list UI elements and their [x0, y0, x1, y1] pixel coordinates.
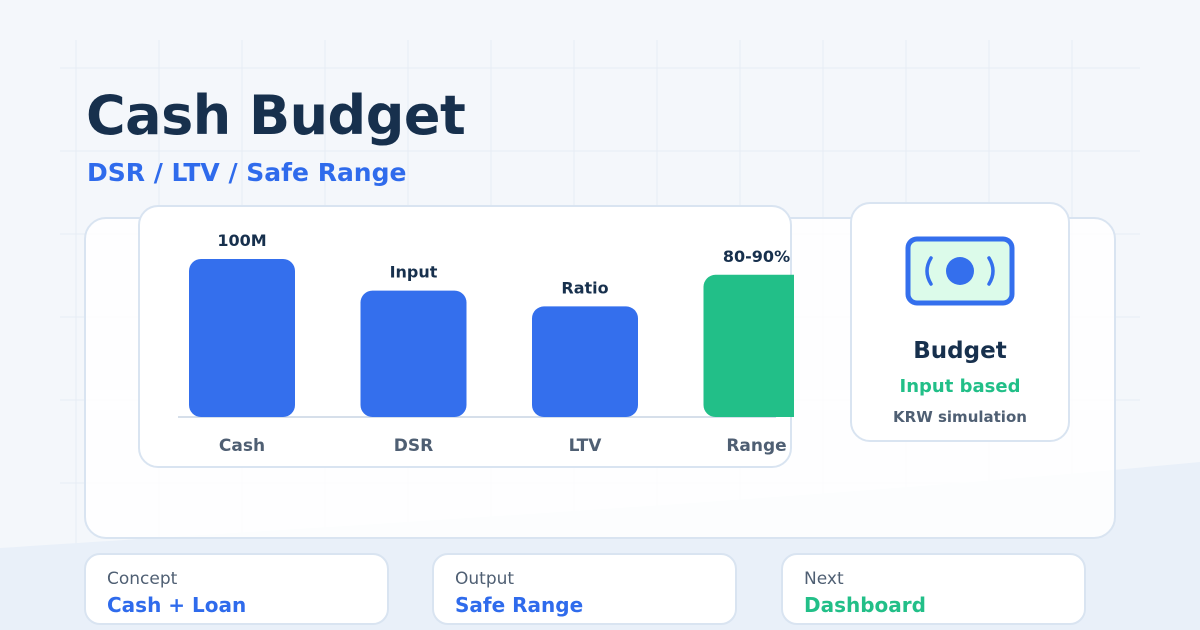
chart-data-label: Input — [390, 263, 438, 282]
budget-card-subtitle: Input based — [899, 376, 1021, 397]
info-card-output[interactable]: Output Safe Range — [432, 553, 737, 625]
chart-data-label: 80-90% — [723, 247, 790, 266]
chart-tick-label: Range — [726, 436, 786, 456]
budget-card-note: KRW simulation — [893, 408, 1027, 426]
budget-card[interactable]: Budget Input based KRW simulation — [850, 202, 1070, 442]
chart-tick-label: LTV — [569, 436, 603, 456]
info-card-concept[interactable]: Concept Cash + Loan — [84, 553, 389, 625]
chart-bar-ltv — [532, 306, 638, 417]
money-bill-icon — [905, 236, 1015, 306]
info-card-next[interactable]: Next Dashboard — [781, 553, 1086, 625]
budget-chart-card: 100M Cash Input DSR Ratio LTV 80-90% Range — [138, 205, 794, 468]
info-card-value: Safe Range — [455, 593, 584, 617]
info-card-value: Dashboard — [804, 593, 926, 617]
chart-bar-cash — [189, 259, 295, 417]
budget-bar-chart: 100M Cash Input DSR Ratio LTV 80-90% Range — [178, 231, 794, 456]
info-card-label: Concept — [107, 569, 178, 589]
page-subtitle: DSR / LTV / Safe Range — [87, 158, 407, 187]
chart-bar-range — [703, 274, 794, 417]
chart-data-label: 100M — [217, 231, 266, 250]
info-card-label: Next — [804, 569, 844, 589]
info-card-label: Output — [455, 569, 515, 589]
budget-card-title: Budget — [913, 338, 1007, 364]
chart-tick-label: DSR — [394, 436, 433, 456]
chart-data-label: Ratio — [561, 278, 608, 297]
info-card-value: Cash + Loan — [107, 593, 247, 617]
page-title: Cash Budget — [86, 84, 466, 147]
chart-tick-label: Cash — [219, 436, 265, 456]
chart-bar-dsr — [360, 290, 467, 417]
